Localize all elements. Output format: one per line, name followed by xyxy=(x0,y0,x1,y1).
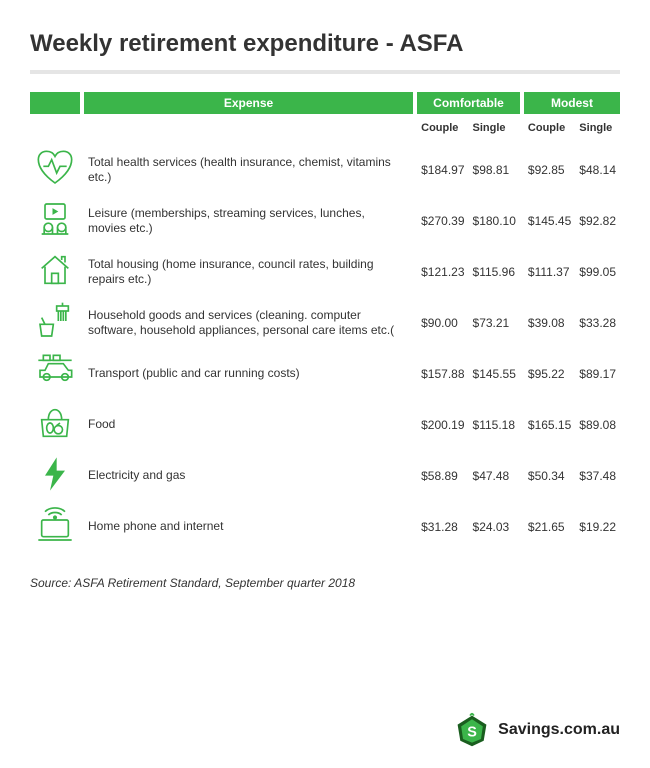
expenditure-table: Expense Comfortable Modest Couple Single… xyxy=(30,92,620,552)
mod-couple-value: $92.85 xyxy=(524,144,575,195)
table-row: Food$200.19$115.18$165.15$89.08 xyxy=(30,399,620,450)
mod-couple-value: $21.65 xyxy=(524,501,575,552)
health-icon xyxy=(30,144,80,195)
mod-single-value: $92.82 xyxy=(575,195,620,246)
table-row: Electricity and gas$58.89$47.48$50.34$37… xyxy=(30,450,620,501)
brand-logo: S Savings.com.au xyxy=(454,712,620,748)
table-row: Home phone and internet$31.28$24.03$21.6… xyxy=(30,501,620,552)
comf-single-value: $24.03 xyxy=(469,501,520,552)
transport-icon xyxy=(30,348,80,399)
leisure-icon xyxy=(30,195,80,246)
subheader-comf-couple: Couple xyxy=(417,114,468,144)
comf-couple-value: $184.97 xyxy=(417,144,468,195)
brand-name: Savings.com.au xyxy=(498,721,620,739)
mod-couple-value: $50.34 xyxy=(524,450,575,501)
mod-single-value: $89.17 xyxy=(575,348,620,399)
comf-single-value: $73.21 xyxy=(469,297,520,348)
table-row: Leisure (memberships, streaming services… xyxy=(30,195,620,246)
comf-couple-value: $200.19 xyxy=(417,399,468,450)
comf-couple-value: $58.89 xyxy=(417,450,468,501)
mod-couple-value: $111.37 xyxy=(524,246,575,297)
mod-couple-value: $145.45 xyxy=(524,195,575,246)
internet-icon xyxy=(30,501,80,552)
comf-couple-value: $121.23 xyxy=(417,246,468,297)
energy-icon xyxy=(30,450,80,501)
mod-couple-value: $165.15 xyxy=(524,399,575,450)
savings-logo-icon: S xyxy=(454,712,490,748)
comf-couple-value: $31.28 xyxy=(417,501,468,552)
expense-label: Leisure (memberships, streaming services… xyxy=(84,195,413,246)
mod-single-value: $99.05 xyxy=(575,246,620,297)
expense-label: Total housing (home insurance, council r… xyxy=(84,246,413,297)
mod-single-value: $19.22 xyxy=(575,501,620,552)
title-divider xyxy=(30,70,620,74)
table-row: Total health services (health insurance,… xyxy=(30,144,620,195)
comf-couple-value: $157.88 xyxy=(417,348,468,399)
mod-couple-value: $39.08 xyxy=(524,297,575,348)
expense-label: Household goods and services (cleaning. … xyxy=(84,297,413,348)
comf-couple-value: $270.39 xyxy=(417,195,468,246)
expense-label: Total health services (health insurance,… xyxy=(84,144,413,195)
svg-text:S: S xyxy=(467,724,477,740)
subheader-mod-couple: Couple xyxy=(524,114,575,144)
source-note: Source: ASFA Retirement Standard, Septem… xyxy=(30,576,620,590)
expense-label: Transport (public and car running costs) xyxy=(84,348,413,399)
comf-single-value: $115.96 xyxy=(469,246,520,297)
table-row: Household goods and services (cleaning. … xyxy=(30,297,620,348)
mod-single-value: $37.48 xyxy=(575,450,620,501)
comf-single-value: $98.81 xyxy=(469,144,520,195)
comf-single-value: $47.48 xyxy=(469,450,520,501)
comf-couple-value: $90.00 xyxy=(417,297,468,348)
mod-couple-value: $95.22 xyxy=(524,348,575,399)
table-row: Total housing (home insurance, council r… xyxy=(30,246,620,297)
comf-single-value: $145.55 xyxy=(469,348,520,399)
header-row-sub: Couple Single Couple Single xyxy=(30,114,620,144)
table-row: Transport (public and car running costs)… xyxy=(30,348,620,399)
expense-label: Electricity and gas xyxy=(84,450,413,501)
header-blank xyxy=(30,92,80,114)
expense-label: Home phone and internet xyxy=(84,501,413,552)
comf-single-value: $180.10 xyxy=(469,195,520,246)
comf-single-value: $115.18 xyxy=(469,399,520,450)
household-icon xyxy=(30,297,80,348)
food-icon xyxy=(30,399,80,450)
mod-single-value: $48.14 xyxy=(575,144,620,195)
mod-single-value: $89.08 xyxy=(575,399,620,450)
mod-single-value: $33.28 xyxy=(575,297,620,348)
header-row-main: Expense Comfortable Modest xyxy=(30,92,620,114)
expense-label: Food xyxy=(84,399,413,450)
header-modest: Modest xyxy=(524,92,620,114)
subheader-mod-single: Single xyxy=(575,114,620,144)
header-comfortable: Comfortable xyxy=(417,92,520,114)
housing-icon xyxy=(30,246,80,297)
header-expense: Expense xyxy=(84,92,413,114)
subheader-comf-single: Single xyxy=(469,114,520,144)
page-title: Weekly retirement expenditure - ASFA xyxy=(30,30,620,58)
